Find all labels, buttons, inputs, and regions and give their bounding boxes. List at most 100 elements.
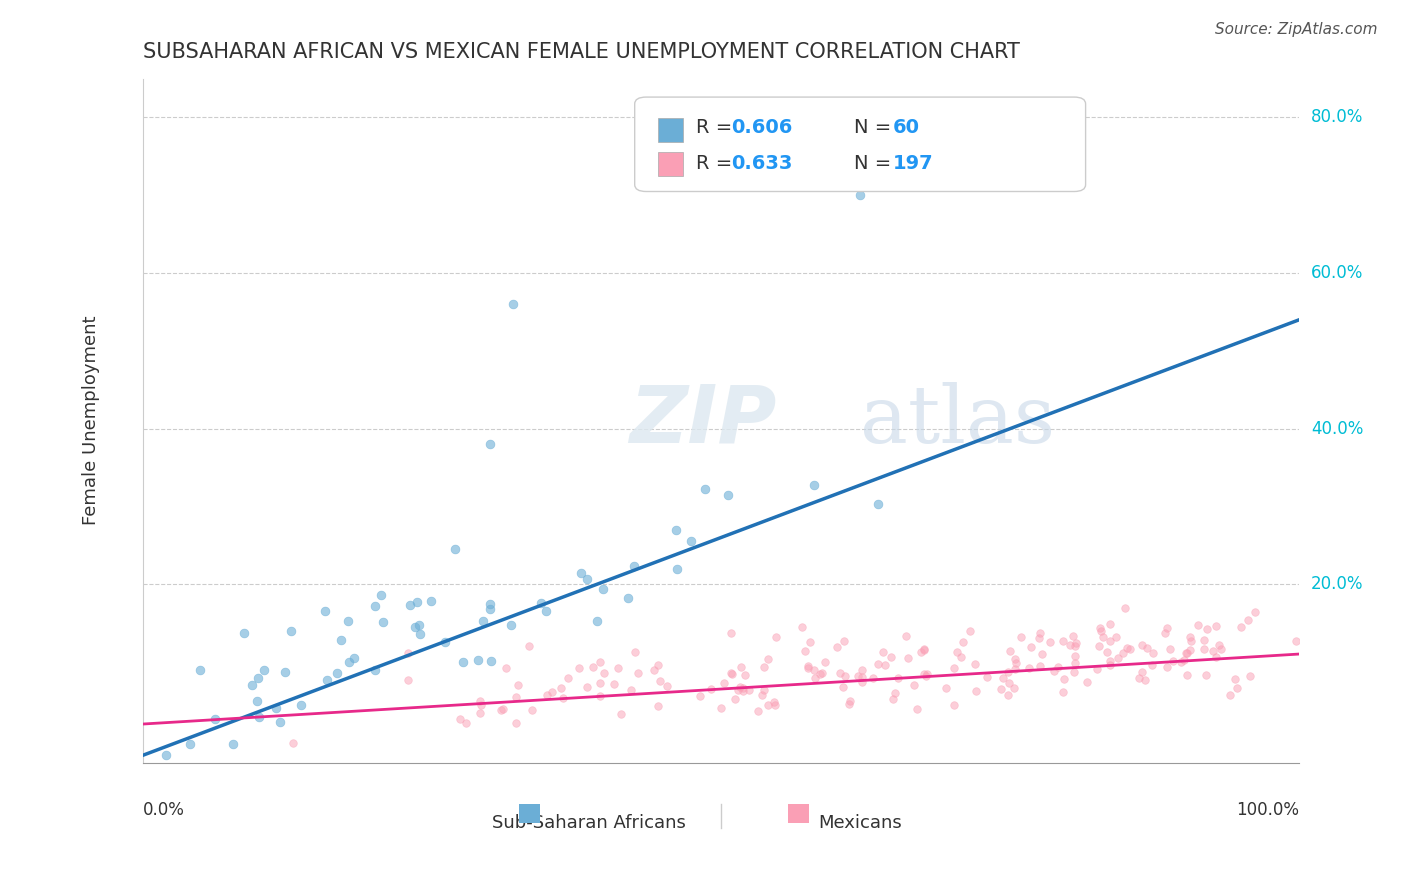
Point [1194,633,1216,648]
Point [1076,675,1098,690]
Point [912,667,935,681]
Point [1043,665,1066,679]
Point [1174,647,1197,661]
Text: 20.0%: 20.0% [1310,575,1364,593]
Point [1175,668,1198,682]
Point [326,666,349,681]
Point [950,649,973,664]
Point [1237,613,1260,627]
Point [724,692,747,706]
Point [912,643,935,657]
Point [763,698,786,712]
Point [868,497,890,511]
Point [1229,620,1251,634]
Point [903,678,925,692]
Point [1195,622,1218,636]
Point [1140,657,1163,672]
Point [797,661,820,675]
Point [1161,654,1184,668]
Point [1092,631,1115,645]
Point [868,657,890,671]
Point [247,710,270,724]
Point [550,681,572,695]
Point [794,643,817,657]
Point [910,645,932,659]
Point [505,716,527,731]
Point [991,671,1014,685]
Point [1205,650,1227,665]
Point [221,737,243,751]
Text: 197: 197 [893,154,934,173]
Point [1063,665,1085,680]
Point [495,661,517,675]
Point [1285,633,1308,648]
Point [627,666,650,681]
Point [470,698,492,713]
Point [1063,648,1085,663]
Point [188,663,211,677]
Point [700,682,723,697]
Text: 40.0%: 40.0% [1310,419,1364,437]
Point [491,703,513,717]
Point [1052,672,1074,686]
Point [444,542,467,557]
Point [803,478,825,492]
Point [1192,641,1215,656]
FancyBboxPatch shape [658,118,683,142]
Point [343,650,366,665]
Point [233,626,256,640]
FancyBboxPatch shape [634,97,1085,192]
Point [501,618,523,632]
Text: 0.0%: 0.0% [143,800,186,819]
Point [1052,634,1074,648]
Point [329,632,352,647]
Point [942,661,965,675]
Point [997,688,1019,702]
Point [1170,656,1192,670]
Point [834,668,856,682]
Point [1052,684,1074,698]
Point [803,671,825,685]
Point [1064,639,1087,653]
Point [585,614,607,628]
Point [204,712,226,726]
Point [647,657,669,672]
Point [505,690,527,704]
Point [728,680,751,694]
Point [666,561,689,575]
Point [603,676,626,690]
Point [553,691,575,706]
Point [240,678,263,692]
Text: Mexicans: Mexicans [818,814,903,832]
Point [733,681,755,696]
Point [1128,672,1150,686]
Point [1156,621,1178,635]
Point [790,620,813,634]
Point [246,671,269,685]
Point [1107,650,1129,665]
Point [246,694,269,708]
Point [1098,654,1121,668]
Point [316,673,339,687]
Point [965,684,987,698]
Point [1002,681,1025,695]
Text: 0.606: 0.606 [731,119,792,137]
Text: R =: R = [696,154,738,173]
Point [479,602,502,616]
Point [756,698,779,712]
Point [557,671,579,685]
Point [1029,626,1052,640]
Point [1112,646,1135,660]
Point [721,667,744,681]
Point [1142,647,1164,661]
Point [364,599,387,613]
Point [896,651,918,665]
Point [689,689,711,703]
Point [1098,633,1121,648]
Point [1205,619,1227,633]
Point [404,619,426,633]
Point [1156,659,1178,673]
Point [1136,641,1159,656]
Point [1088,621,1111,635]
Point [1243,605,1265,619]
